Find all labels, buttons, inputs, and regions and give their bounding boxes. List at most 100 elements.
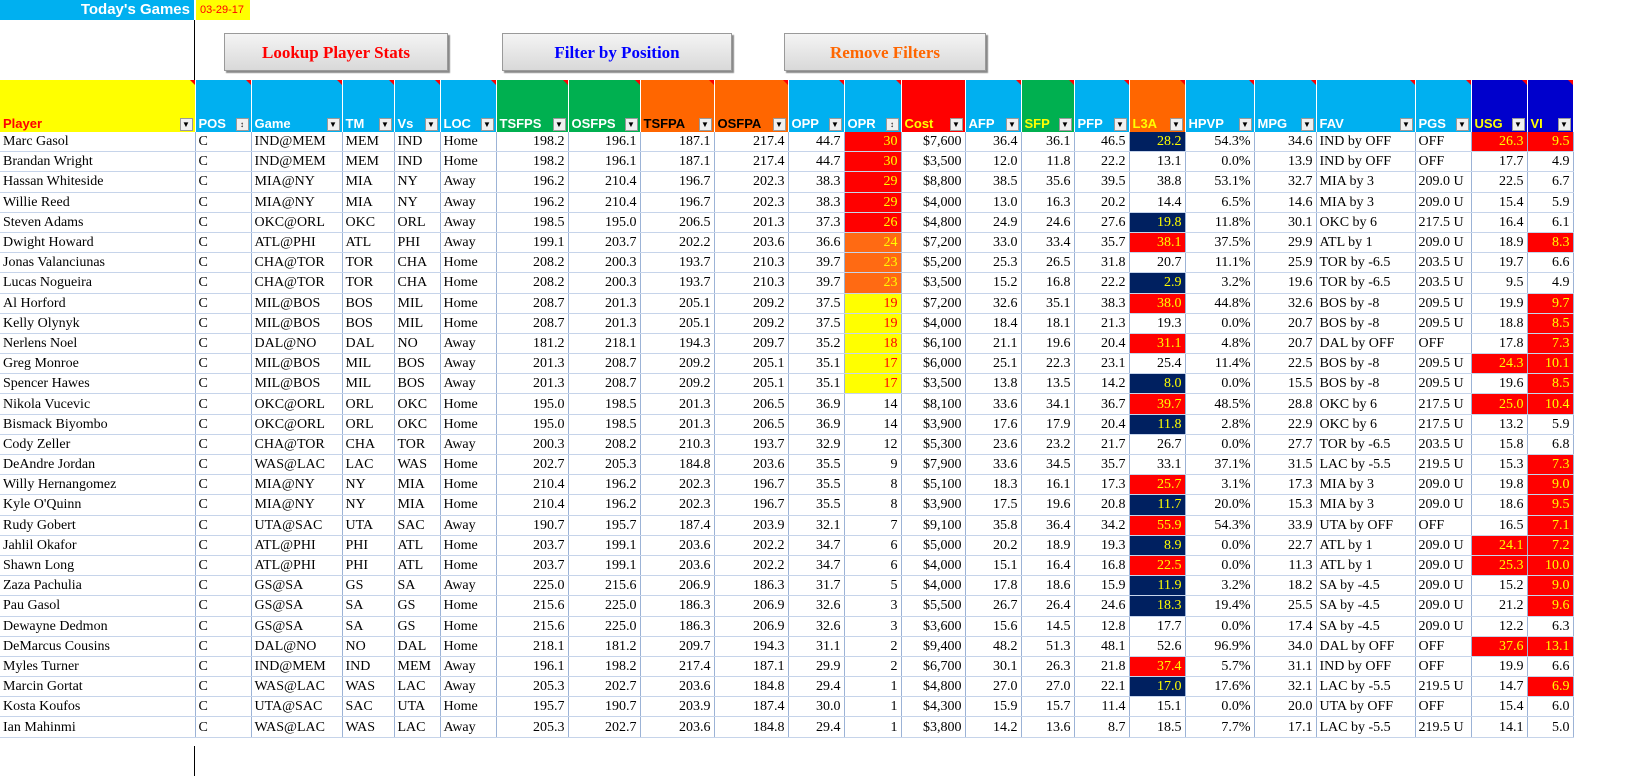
cell-l3a[interactable]: 19.8 — [1129, 212, 1186, 233]
cell-opr[interactable]: 19 — [844, 313, 902, 334]
cell-afp[interactable]: 17.5 — [965, 494, 1022, 516]
cell-afp[interactable]: 33.0 — [965, 232, 1022, 254]
cell-sfp[interactable]: 14.5 — [1021, 616, 1075, 637]
cell-player[interactable]: Kyle O'Quinn — [0, 494, 196, 516]
cell-sfp[interactable]: 34.1 — [1021, 393, 1075, 415]
cell-mpg[interactable]: 20.0 — [1254, 696, 1317, 718]
cell-pgs[interactable]: 209.0 U — [1415, 595, 1472, 617]
cell-sfp[interactable]: 24.6 — [1021, 212, 1075, 233]
cell-tsfps[interactable]: 196.2 — [496, 192, 569, 213]
cell-vs[interactable]: DAL — [394, 636, 441, 657]
cell-fav[interactable]: TOR by -6.5 — [1316, 434, 1416, 456]
cell-afp[interactable]: 18.4 — [965, 313, 1022, 334]
cell-pos[interactable]: C — [195, 676, 252, 698]
cell-player[interactable]: DeMarcus Cousins — [0, 636, 196, 657]
cell-pfp[interactable]: 36.7 — [1074, 393, 1130, 415]
cell-cost[interactable]: $5,200 — [901, 252, 966, 274]
cell-cost[interactable]: $4,800 — [901, 212, 966, 233]
lookup-player-stats-button[interactable]: Lookup Player Stats — [224, 33, 448, 71]
cell-player[interactable]: Myles Turner — [0, 656, 196, 678]
cell-usg[interactable]: 18.8 — [1471, 313, 1528, 334]
cell-pos[interactable]: C — [195, 636, 252, 657]
cell-fav[interactable]: BOS by -8 — [1316, 313, 1416, 334]
cell-pfp[interactable]: 15.9 — [1074, 575, 1130, 597]
cell-loc[interactable]: Away — [440, 373, 497, 395]
cell-opp[interactable]: 36.9 — [788, 414, 845, 435]
cell-pos[interactable]: C — [195, 313, 252, 334]
cell-sfp[interactable]: 19.6 — [1021, 333, 1075, 355]
cell-usg[interactable]: 15.8 — [1471, 434, 1528, 456]
cell-osfps[interactable]: 199.1 — [568, 555, 641, 577]
cell-pos[interactable]: C — [195, 192, 252, 213]
cell-pos[interactable]: C — [195, 171, 252, 193]
cell-l3a[interactable]: 18.3 — [1129, 595, 1186, 617]
cell-usg[interactable]: 16.5 — [1471, 515, 1528, 536]
cell-opr[interactable]: 17 — [844, 353, 902, 375]
cell-player[interactable]: Marc Gasol — [0, 132, 196, 153]
cell-pgs[interactable]: 217.5 U — [1415, 212, 1472, 233]
cell-tsfps[interactable]: 215.6 — [496, 595, 569, 617]
cell-loc[interactable]: Home — [440, 151, 497, 173]
cell-afp[interactable]: 36.4 — [965, 132, 1022, 153]
cell-osfps[interactable]: 199.1 — [568, 535, 641, 556]
cell-loc[interactable]: Home — [440, 252, 497, 274]
cell-osfps[interactable]: 225.0 — [568, 616, 641, 637]
cell-afp[interactable]: 17.6 — [965, 414, 1022, 435]
cell-fav[interactable]: ATL by 1 — [1316, 232, 1416, 254]
cell-pfp[interactable]: 22.1 — [1074, 676, 1130, 698]
cell-player[interactable]: Jahlil Okafor — [0, 535, 196, 556]
filter-dropdown-icon[interactable]: ▼ — [1399, 118, 1413, 131]
cell-sfp[interactable]: 35.6 — [1021, 171, 1075, 193]
cell-usg[interactable]: 25.0 — [1471, 393, 1528, 415]
cell-l3a[interactable]: 18.5 — [1129, 716, 1186, 738]
cell-l3a[interactable]: 38.0 — [1129, 293, 1186, 314]
cell-tsfpa[interactable]: 196.7 — [640, 192, 715, 213]
cell-cost[interactable]: $8,100 — [901, 393, 966, 415]
cell-mpg[interactable]: 14.6 — [1254, 192, 1317, 213]
cell-tsfps[interactable]: 210.4 — [496, 474, 569, 496]
cell-tm[interactable]: MIL — [342, 373, 395, 395]
cell-hpvp[interactable]: 0.0% — [1185, 373, 1255, 395]
column-header-hpvp[interactable]: HPVP ▼ — [1185, 80, 1255, 132]
cell-game[interactable]: MIL@BOS — [251, 373, 343, 395]
cell-pfp[interactable]: 39.5 — [1074, 171, 1130, 193]
cell-mpg[interactable]: 18.2 — [1254, 575, 1317, 597]
cell-l3a[interactable]: 2.9 — [1129, 272, 1186, 294]
cell-l3a[interactable]: 38.8 — [1129, 171, 1186, 193]
cell-l3a[interactable]: 20.7 — [1129, 252, 1186, 274]
cell-osfps[interactable]: 200.3 — [568, 252, 641, 274]
cell-vi[interactable]: 7.3 — [1527, 333, 1574, 355]
cell-vi[interactable]: 9.6 — [1527, 595, 1574, 617]
cell-tsfps[interactable]: 205.3 — [496, 716, 569, 738]
cell-hpvp[interactable]: 48.5% — [1185, 393, 1255, 415]
cell-cost[interactable]: $9,400 — [901, 636, 966, 657]
cell-tm[interactable]: BOS — [342, 293, 395, 314]
cell-game[interactable]: WAS@LAC — [251, 454, 343, 476]
cell-usg[interactable]: 26.3 — [1471, 132, 1528, 153]
cell-tsfpa[interactable]: 187.1 — [640, 132, 715, 153]
cell-pgs[interactable]: 219.5 U — [1415, 716, 1472, 738]
cell-pfp[interactable]: 21.8 — [1074, 656, 1130, 678]
cell-pfp[interactable]: 35.7 — [1074, 454, 1130, 476]
cell-afp[interactable]: 24.9 — [965, 212, 1022, 233]
cell-osfps[interactable]: 198.2 — [568, 656, 641, 678]
cell-loc[interactable]: Home — [440, 555, 497, 577]
cell-vi[interactable]: 6.3 — [1527, 616, 1574, 637]
cell-pos[interactable]: C — [195, 474, 252, 496]
cell-player[interactable]: Kosta Koufos — [0, 696, 196, 718]
cell-player[interactable]: Zaza Pachulia — [0, 575, 196, 597]
cell-loc[interactable]: Away — [440, 676, 497, 698]
table-row[interactable]: Zaza Pachulia C GS@SA GS SA Away 225.0 215.6 206… — [0, 575, 1574, 597]
cell-pgs[interactable]: 217.5 U — [1415, 393, 1472, 415]
cell-usg[interactable]: 24.1 — [1471, 535, 1528, 556]
filter-dropdown-icon[interactable]: ▼ — [378, 118, 392, 131]
cell-loc[interactable]: Away — [440, 716, 497, 738]
cell-game[interactable]: GS@SA — [251, 616, 343, 637]
cell-fav[interactable]: ATL by 1 — [1316, 535, 1416, 556]
cell-cost[interactable]: $8,800 — [901, 171, 966, 193]
cell-game[interactable]: WAS@LAC — [251, 716, 343, 738]
cell-sfp[interactable]: 11.8 — [1021, 151, 1075, 173]
cell-loc[interactable]: Away — [440, 171, 497, 193]
cell-hpvp[interactable]: 37.1% — [1185, 454, 1255, 476]
cell-sfp[interactable]: 16.4 — [1021, 555, 1075, 577]
